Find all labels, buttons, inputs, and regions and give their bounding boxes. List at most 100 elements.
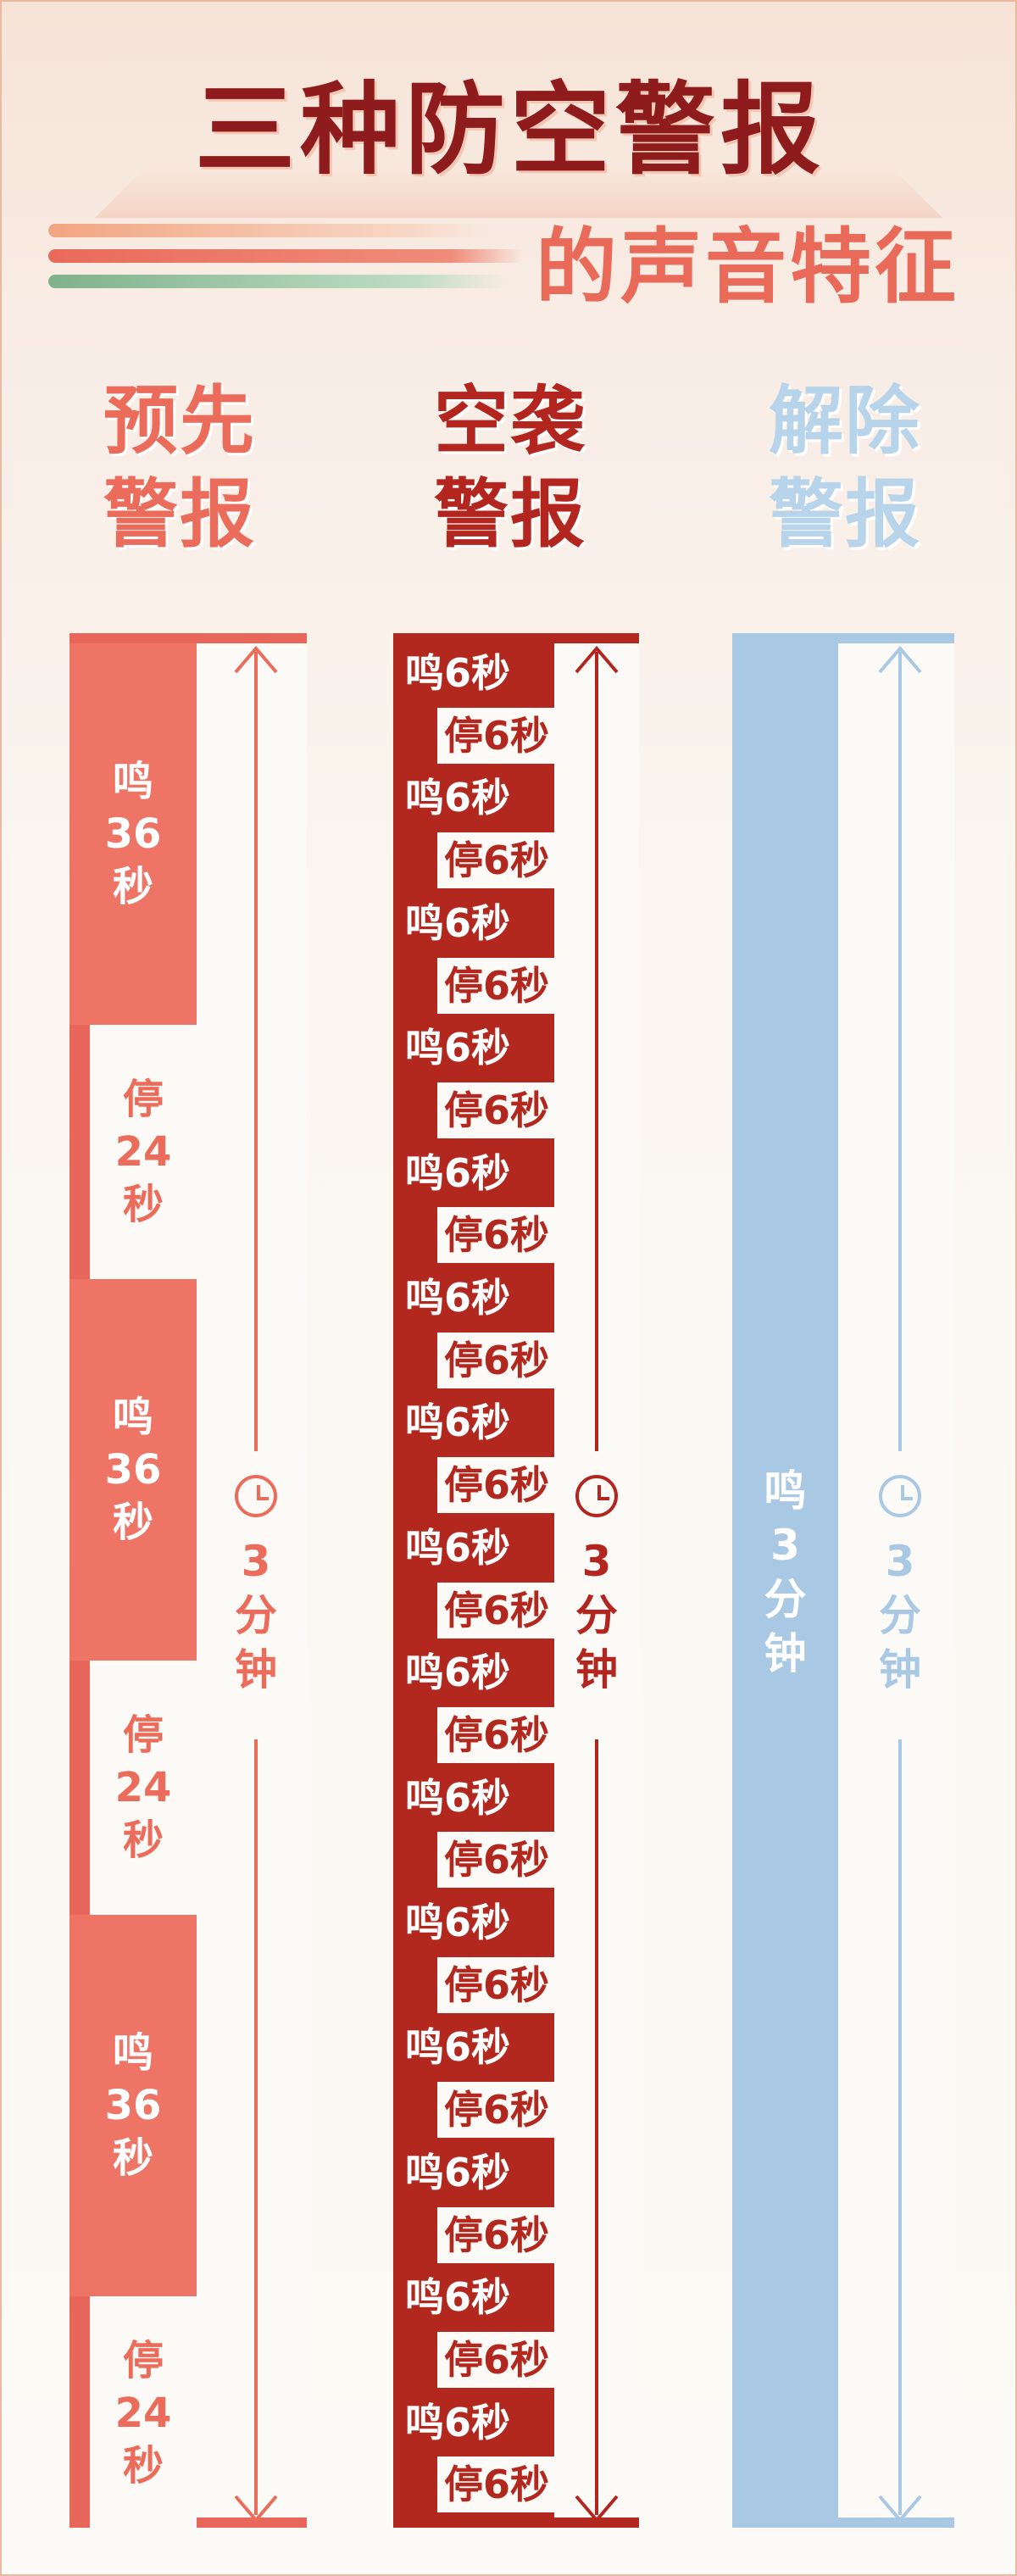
warning-label-line1: 预先 — [103, 377, 256, 465]
segment-text: 鸣 36 秒 — [69, 2027, 197, 2184]
all-clear-duration: 3 分钟 — [862, 1534, 938, 1697]
clock-icon — [879, 1475, 921, 1517]
pause-chip: 停6秒 — [437, 957, 564, 1014]
pause-chip: 停6秒 — [437, 1582, 564, 1639]
air-raid-alert-label: 空袭 警报 — [400, 375, 620, 566]
sound-chip: 鸣6秒 — [405, 1270, 541, 1326]
segment-line-2: 秒 — [112, 2134, 153, 2182]
pause-chip: 停6秒 — [437, 1956, 564, 2013]
sound-segment: 鸣 36 秒 — [69, 643, 197, 1025]
warning-alert-label: 预先 警报 — [69, 375, 290, 566]
segment-text: 鸣 36 秒 — [69, 1391, 197, 1549]
pause-chip: 停6秒 — [437, 2331, 564, 2388]
duration-arrow — [234, 645, 278, 2523]
sound-chip: 鸣6秒 — [405, 2019, 541, 2076]
duration-line-0: 3 — [581, 1537, 612, 1586]
segment-text: 停 24 秒 — [90, 1709, 197, 1867]
segment-text: 鸣 36 秒 — [69, 755, 197, 913]
pause-chip: 停6秒 — [437, 707, 564, 764]
segment-line-1: 36 — [104, 810, 162, 858]
air-raid-label-line1: 空袭 — [433, 377, 586, 465]
sound-chip: 鸣6秒 — [405, 2269, 541, 2326]
sound-chip: 鸣6秒 — [405, 1519, 541, 1576]
duration-line-1: 分 — [575, 1591, 618, 1640]
duration-line-2: 钟 — [575, 1645, 618, 1694]
sound-chip: 鸣6秒 — [405, 1394, 541, 1451]
segment-line-1: 24 — [114, 2389, 172, 2437]
all-clear-label-line2: 警报 — [768, 470, 921, 558]
sound-chip: 鸣6秒 — [405, 2144, 541, 2200]
duration-arrow — [575, 645, 619, 2523]
duration-line-0: 3 — [885, 1537, 915, 1586]
sound-segment: 鸣 36 秒 — [69, 1915, 197, 2296]
all-clear-segment: 鸣 3 分钟 — [732, 1464, 838, 1681]
segment-line-0: 停 — [122, 1076, 164, 1123]
pause-segment: 停 24 秒 — [90, 2296, 197, 2529]
segment-line-2: 秒 — [112, 1499, 153, 1546]
pause-segment: 停 24 秒 — [90, 1025, 197, 1279]
sound-chip: 鸣6秒 — [405, 1769, 541, 1826]
sound-chip: 鸣6秒 — [405, 645, 541, 701]
segment-line-0: 鸣 — [764, 1466, 807, 1516]
duration-line-2: 钟 — [879, 1645, 921, 1694]
duration-line-2: 钟 — [235, 1645, 277, 1694]
sound-chip: 鸣6秒 — [405, 1894, 541, 1950]
decor-stripe-green — [48, 275, 506, 288]
segment-line-2: 秒 — [122, 1817, 164, 1864]
segment-line-0: 鸣 — [112, 2029, 153, 2077]
pause-chip: 停6秒 — [437, 832, 564, 889]
sound-segment: 鸣 36 秒 — [69, 1279, 197, 1661]
title-banner — [95, 167, 942, 218]
segment-line-1: 24 — [114, 1128, 172, 1176]
segment-line-3: 钟 — [764, 1629, 807, 1678]
clock-icon — [235, 1475, 277, 1517]
decor-stripe-orange — [48, 224, 489, 237]
sound-chip: 鸣6秒 — [405, 894, 541, 951]
all-clear-label-line1: 解除 — [768, 377, 921, 465]
segment-line-1: 36 — [104, 1446, 162, 1494]
pause-chip: 停6秒 — [437, 2082, 564, 2139]
segment-text: 停 24 秒 — [90, 1073, 197, 1231]
clock-icon — [575, 1475, 618, 1517]
warning-duration: 3 分钟 — [218, 1534, 294, 1697]
segment-line-2: 秒 — [122, 2441, 164, 2490]
pause-chip: 停6秒 — [437, 1207, 564, 1264]
segment-line-0: 鸣 — [112, 758, 153, 805]
all-clear-timeline: 鸣 3 分钟 — [732, 633, 954, 2528]
pause-segment: 停 24 秒 — [90, 1661, 197, 1915]
pause-chip: 停6秒 — [437, 1082, 564, 1138]
air-raid-duration: 3 分钟 — [559, 1534, 635, 1697]
pause-chip: 停6秒 — [437, 1706, 564, 1763]
sound-chip: 鸣6秒 — [405, 2394, 541, 2451]
segment-line-1: 36 — [104, 2082, 162, 2129]
segment-line-1: 24 — [114, 1764, 172, 1811]
segment-line-0: 鸣 — [112, 1394, 153, 1441]
segment-line-2: 秒 — [122, 1181, 164, 1228]
pause-chip: 停6秒 — [437, 1457, 564, 1514]
pause-chip: 停6秒 — [437, 1332, 564, 1388]
all-clear-alert-label: 解除 警报 — [735, 375, 955, 566]
duration-line-0: 3 — [241, 1537, 271, 1586]
segment-text: 停 24 秒 — [90, 2334, 197, 2492]
timeline-track — [838, 643, 954, 2518]
segment-line-2: 分 — [764, 1575, 807, 1624]
segment-line-2: 秒 — [112, 863, 153, 910]
page-subtitle: 的声音特征 — [536, 220, 959, 314]
sound-chip: 鸣6秒 — [405, 770, 541, 826]
pause-chip: 停6秒 — [437, 1832, 564, 1889]
timeline-track — [197, 643, 307, 2518]
pause-chip: 停6秒 — [437, 2456, 564, 2513]
duration-arrow — [878, 645, 922, 2523]
warning-label-line2: 警报 — [103, 470, 256, 558]
decor-stripe-red — [48, 249, 523, 263]
duration-line-1: 分 — [235, 1591, 277, 1640]
segment-line-0: 停 — [122, 1711, 164, 1759]
sound-chip: 鸣6秒 — [405, 1020, 541, 1077]
pause-chip: 停6秒 — [437, 2206, 564, 2263]
segment-line-0: 停 — [122, 2336, 164, 2384]
duration-line-1: 分 — [879, 1591, 921, 1640]
sound-chip: 鸣6秒 — [405, 1644, 541, 1701]
page-title: 三种防空警报 — [194, 71, 825, 188]
sound-chip: 鸣6秒 — [405, 1144, 541, 1201]
